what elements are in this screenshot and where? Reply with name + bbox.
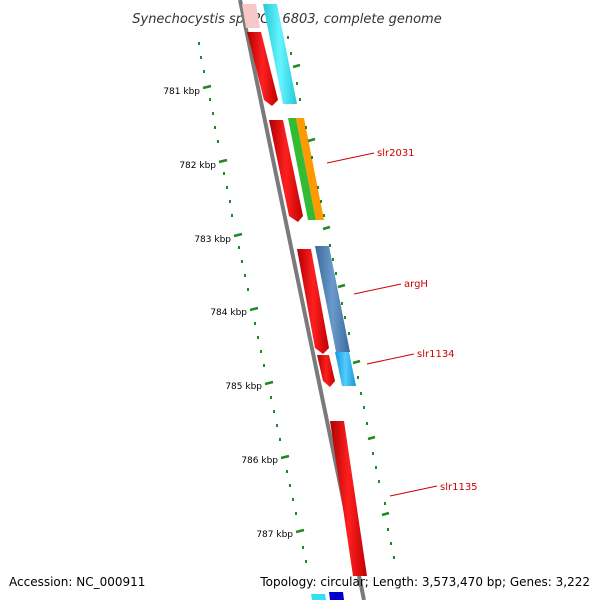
tick-label: 785 kbp — [225, 382, 262, 392]
cds-arrow — [269, 120, 303, 222]
feature-cyan-top — [263, 4, 297, 104]
accession-text: Accession: NC_000911 — [9, 575, 145, 589]
cds-arrow — [317, 355, 335, 387]
tick-label: 781 kbp — [163, 87, 200, 97]
feature-steel-blue — [315, 246, 350, 352]
gene-label-slr1134: slr1134 — [417, 349, 455, 360]
tick-label: 782 kbp — [179, 161, 216, 171]
feature-blue-bottom — [329, 592, 344, 600]
gene-label-slr2031: slr2031 — [377, 148, 415, 159]
gene-label-slr1135: slr1135 — [440, 482, 478, 493]
tick-label: 784 kbp — [210, 308, 247, 318]
cds-arrow — [330, 421, 367, 576]
label-leader-lines — [326, 152, 438, 497]
feature-green — [288, 118, 316, 220]
feature-orange — [296, 118, 324, 220]
cds-arrow — [247, 32, 278, 106]
tick-label: 787 kbp — [256, 530, 293, 540]
tick-label: 786 kbp — [241, 456, 278, 466]
right-ruler-dots — [287, 36, 395, 559]
tick-label: 783 kbp — [194, 235, 231, 245]
cds-arrow — [297, 249, 329, 354]
feature-sky-blue — [335, 352, 356, 386]
left-ruler-major-ticks — [202, 84, 305, 534]
right-ruler-major-ticks — [292, 63, 390, 517]
gene-label-argH: argH — [404, 279, 428, 290]
feature-cyan-bottom — [311, 594, 326, 600]
left-ruler-dots — [198, 42, 307, 563]
genome-summary-text: Topology: circular; Length: 3,573,470 bp… — [259, 575, 590, 589]
feature-faded-pink — [242, 4, 260, 28]
map-title: Synechocystis sp. PCC 6803, complete gen… — [132, 12, 441, 27]
